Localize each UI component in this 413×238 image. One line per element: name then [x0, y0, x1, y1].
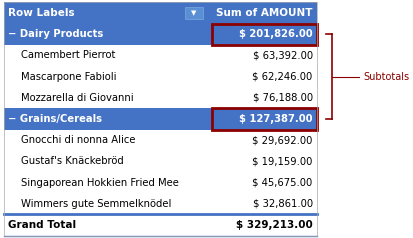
Text: Mozzarella di Giovanni: Mozzarella di Giovanni: [21, 93, 134, 103]
Text: $ 45,675.00: $ 45,675.00: [252, 178, 313, 188]
Text: − Grains/Cereals: − Grains/Cereals: [8, 114, 102, 124]
FancyBboxPatch shape: [4, 214, 317, 236]
FancyBboxPatch shape: [4, 108, 317, 130]
Text: $ 76,188.00: $ 76,188.00: [253, 93, 313, 103]
FancyBboxPatch shape: [4, 130, 317, 151]
Text: Gnocchi di nonna Alice: Gnocchi di nonna Alice: [21, 135, 136, 145]
Text: − Dairy Products: − Dairy Products: [8, 29, 103, 39]
Text: $ 32,861.00: $ 32,861.00: [253, 199, 313, 209]
FancyBboxPatch shape: [4, 45, 317, 66]
FancyBboxPatch shape: [4, 66, 317, 87]
Text: $ 201,826.00: $ 201,826.00: [239, 29, 313, 39]
FancyBboxPatch shape: [185, 7, 203, 19]
FancyBboxPatch shape: [4, 87, 317, 108]
Text: $ 62,246.00: $ 62,246.00: [252, 72, 313, 82]
Text: Camembert Pierrot: Camembert Pierrot: [21, 50, 116, 60]
Text: $ 63,392.00: $ 63,392.00: [253, 50, 313, 60]
Text: Row Labels: Row Labels: [8, 8, 74, 18]
Text: Gustaf's Knäckebröd: Gustaf's Knäckebröd: [21, 156, 124, 166]
Text: $ 19,159.00: $ 19,159.00: [252, 156, 313, 166]
FancyBboxPatch shape: [4, 24, 317, 45]
Text: Subtotals: Subtotals: [363, 72, 409, 82]
Text: Grand Total: Grand Total: [8, 220, 76, 230]
FancyBboxPatch shape: [4, 2, 317, 24]
Text: Wimmers gute Semmelknödel: Wimmers gute Semmelknödel: [21, 199, 172, 209]
Text: ▼: ▼: [191, 10, 197, 16]
Text: Mascarpone Fabioli: Mascarpone Fabioli: [21, 72, 117, 82]
FancyBboxPatch shape: [4, 151, 317, 172]
Text: $ 329,213.00: $ 329,213.00: [236, 220, 313, 230]
Text: $ 127,387.00: $ 127,387.00: [239, 114, 313, 124]
Text: Singaporean Hokkien Fried Mee: Singaporean Hokkien Fried Mee: [21, 178, 179, 188]
Text: $ 29,692.00: $ 29,692.00: [252, 135, 313, 145]
FancyBboxPatch shape: [4, 172, 317, 193]
FancyBboxPatch shape: [4, 193, 317, 214]
Text: Sum of AMOUNT: Sum of AMOUNT: [216, 8, 313, 18]
